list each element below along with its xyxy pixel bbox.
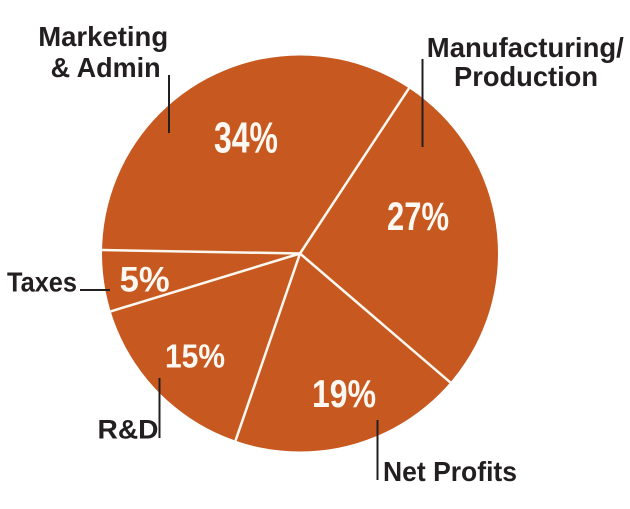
svg-text:& Admin: & Admin: [51, 52, 161, 83]
svg-text:Manufacturing/: Manufacturing/: [427, 32, 624, 63]
svg-text:5%: 5%: [120, 260, 170, 299]
svg-text:R&D: R&D: [98, 415, 159, 445]
svg-text:19%: 19%: [312, 373, 376, 416]
svg-text:34%: 34%: [214, 113, 278, 162]
svg-text:Production: Production: [454, 61, 598, 92]
svg-text:27%: 27%: [387, 195, 449, 239]
svg-text:Net Profits: Net Profits: [383, 456, 517, 487]
svg-text:15%: 15%: [165, 337, 225, 374]
svg-text:Marketing: Marketing: [38, 21, 168, 52]
svg-text:Taxes: Taxes: [7, 267, 77, 298]
